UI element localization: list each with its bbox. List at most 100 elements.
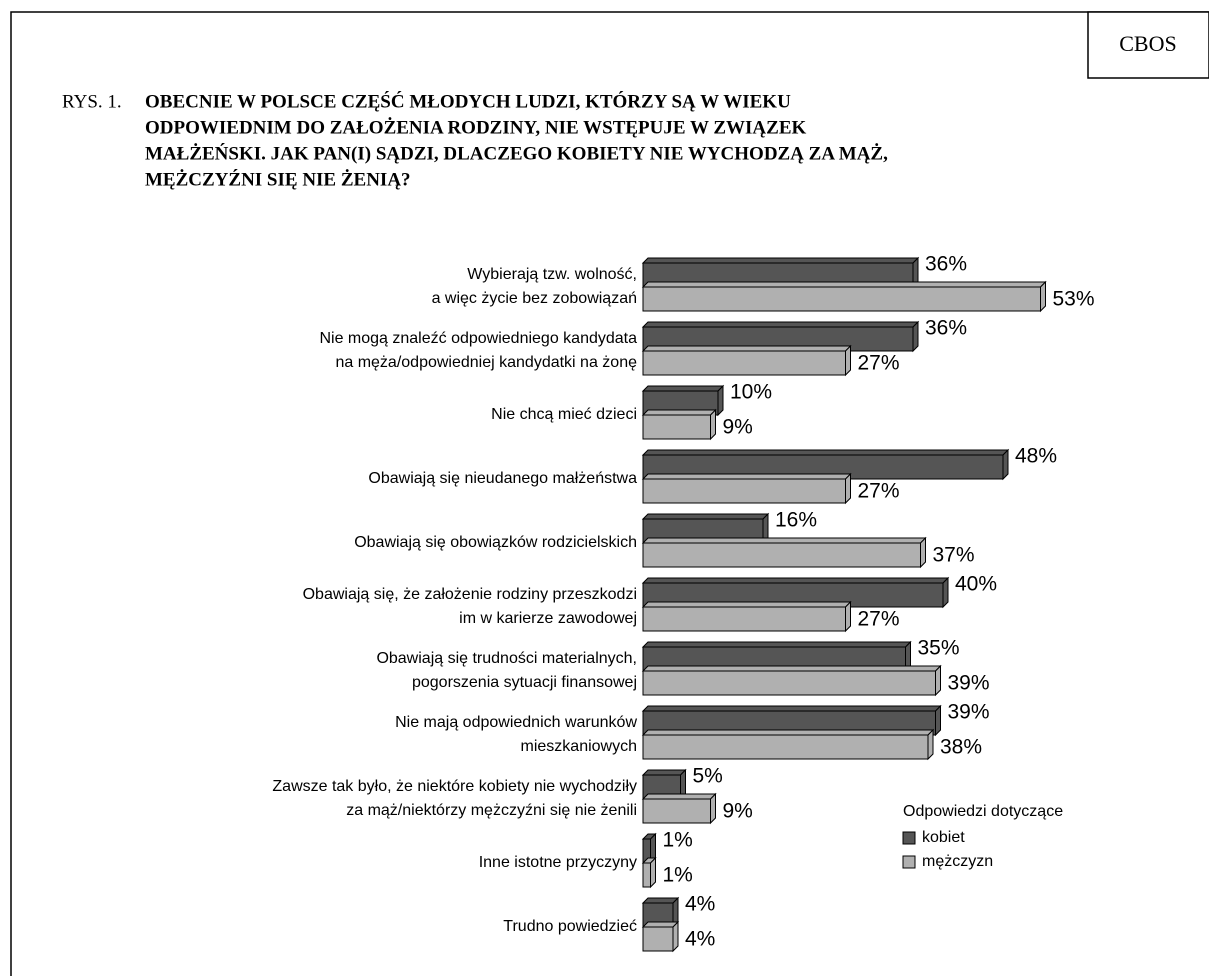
bar-top (641, 513, 770, 520)
bar-side (935, 704, 941, 737)
category-label: Obawiają się obowiązków rodzicielskich (354, 534, 637, 551)
bar-top (641, 281, 1047, 288)
value-label: 39% (948, 701, 990, 724)
bar (642, 798, 711, 824)
bar-side (710, 408, 716, 441)
chart-title: MAŁŻEŃSKI. JAK PAN(I) SĄDZI, DLACZEGO KO… (145, 142, 888, 164)
bar-top (641, 769, 687, 776)
category-label: Trudno powiedzieć (503, 918, 637, 935)
bar-side (912, 320, 919, 353)
value-label: 38% (940, 736, 982, 759)
value-label: 27% (858, 352, 900, 375)
title-prefix: RYS. 1. (62, 91, 122, 112)
bar-side (845, 600, 851, 633)
value-label: 36% (925, 253, 967, 276)
category-label: za mąż/niektórzy mężczyźni się nie żenil… (346, 802, 637, 819)
category-label: mieszkaniowych (521, 738, 637, 755)
category-label: Obawiają się trudności materialnych, (376, 650, 637, 667)
frame (10, 11, 1209, 976)
value-label: 4% (685, 928, 715, 951)
bar-side (710, 792, 716, 825)
bar-side (650, 856, 656, 889)
bar (642, 862, 651, 888)
bar-top (641, 577, 950, 584)
legend-swatch (902, 831, 916, 845)
bar (642, 414, 711, 440)
bar-side (845, 344, 851, 377)
value-label: 10% (730, 381, 772, 404)
bar-side (717, 384, 724, 417)
category-label: Nie chcą mieć dzieci (491, 406, 637, 423)
category-label: Obawiają się nieudanego małżeństwa (368, 470, 637, 487)
bar-side (672, 920, 679, 953)
bar (642, 734, 929, 760)
value-label: 1% (663, 829, 693, 852)
bar-side (1002, 448, 1009, 481)
bar-side (1040, 280, 1046, 313)
value-label: 1% (663, 864, 693, 887)
value-label: 16% (775, 509, 817, 532)
bar (642, 670, 936, 696)
bar-top (641, 729, 935, 736)
bar-top (641, 473, 852, 480)
value-label: 4% (685, 893, 715, 916)
bar-side (935, 664, 941, 697)
value-label: 27% (858, 480, 900, 503)
value-label: 39% (948, 672, 990, 695)
legend-label: mężczyzn (922, 853, 993, 870)
value-label: 37% (933, 544, 975, 567)
bar-top (641, 449, 1010, 456)
value-label: 27% (858, 608, 900, 631)
value-label: 40% (955, 573, 997, 596)
category-label: Wybierają tzw. wolność, (467, 266, 637, 283)
value-label: 9% (723, 800, 753, 823)
bar-top (641, 897, 680, 904)
legend-label: kobiet (922, 829, 965, 846)
chart-title: OBECNIE W POLSCE CZĘŚĆ MŁODYCH LUDZI, KT… (145, 90, 791, 112)
bar-top (641, 793, 717, 800)
bar-top (641, 665, 942, 672)
chart-title: MĘŻCZYŹNI SIĘ NIE ŻENIĄ? (145, 168, 411, 190)
category-label: a więc życie bez zobowiązań (432, 290, 637, 307)
bar-side (845, 472, 851, 505)
category-label: Inne istotne przyczyny (479, 854, 637, 871)
bar-top (641, 601, 852, 608)
category-label: pogorszenia sytuacji finansowej (412, 674, 637, 691)
category-label: Nie mają odpowiednich warunków (395, 714, 637, 731)
bar-top (641, 641, 912, 648)
bar-top (641, 537, 927, 544)
value-label: 36% (925, 317, 967, 340)
category-label: im w karierze zawodowej (459, 610, 637, 627)
legend-swatch (902, 855, 916, 869)
bar (642, 286, 1041, 312)
bar (642, 542, 921, 568)
category-label: na męża/odpowiedniej kandydatki na żonę (335, 354, 637, 371)
legend-title: Odpowiedzi dotyczące (903, 803, 1063, 820)
category-label: Zawsze tak było, że niektóre kobiety nie… (272, 778, 637, 795)
value-label: 53% (1053, 288, 1095, 311)
source-box (1087, 11, 1209, 79)
bar-top (641, 345, 852, 352)
chart-title: ODPOWIEDNIM DO ZAŁOŻENIA RODZINY, NIE WS… (145, 117, 806, 138)
value-label: 48% (1015, 445, 1057, 468)
value-label: 9% (723, 416, 753, 439)
category-label: Nie mogą znaleźć odpowiedniego kandydata (319, 330, 637, 347)
bar-side (920, 536, 926, 569)
bar-top (641, 321, 920, 328)
source: CBOS (1119, 31, 1176, 56)
value-label: 5% (693, 765, 723, 788)
bar (642, 478, 846, 504)
bar (642, 350, 846, 376)
bar (642, 926, 674, 952)
bar-top (641, 409, 717, 416)
value-label: 35% (918, 637, 960, 660)
bar (642, 606, 846, 632)
bar-top (641, 385, 725, 392)
bar-top (641, 705, 942, 712)
bar-top (641, 921, 680, 928)
bar-side (942, 576, 949, 609)
bar-side (927, 728, 934, 761)
category-label: Obawiają się, że założenie rodziny przes… (303, 586, 637, 603)
bar-top (641, 257, 920, 264)
